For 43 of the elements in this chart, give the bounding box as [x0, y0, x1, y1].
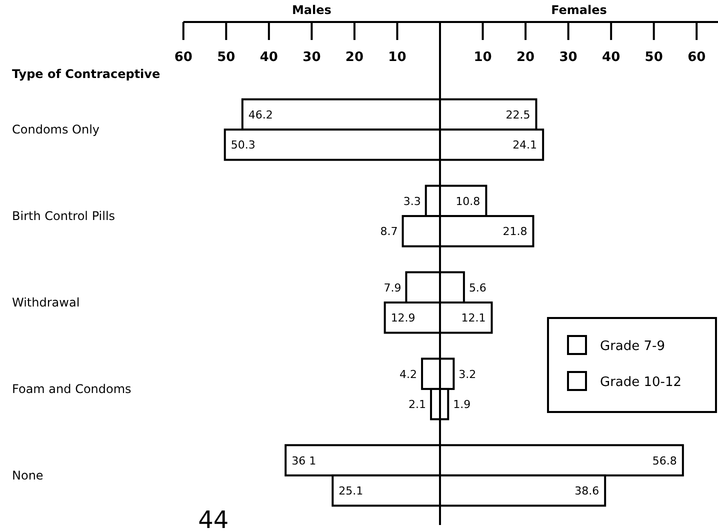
x-tick-label: 10	[474, 50, 492, 66]
data-label: 38.6	[574, 484, 600, 498]
chart-title: Females	[551, 3, 607, 17]
legend-label: Grade 7-9	[600, 339, 665, 354]
y-axis-title: Type of Contraceptive	[12, 67, 160, 81]
data-label: 12.9	[390, 312, 416, 325]
data-label: 56.8	[652, 454, 677, 468]
x-tick-label: 20	[516, 50, 535, 66]
x-tick-label: 40	[260, 50, 278, 66]
y-tick-label: Withdrawal	[12, 296, 80, 310]
data-label: 5.6	[468, 281, 486, 294]
data-label: 46.2	[248, 108, 273, 122]
legend-label: Grade 10-12	[600, 375, 682, 390]
data-label: 3.3	[403, 194, 421, 208]
chart-title: Males	[292, 3, 332, 17]
data-label: 21.8	[502, 225, 528, 238]
y-tick-label: Foam and Condoms	[12, 382, 132, 396]
data-label: 24.1	[512, 138, 538, 152]
x-tick-label: 30	[559, 50, 578, 66]
data-label: 2.1	[408, 398, 426, 412]
x-tick-label: 40	[602, 50, 620, 66]
x-tick-label: 20	[345, 50, 364, 66]
x-tick-label: 50	[644, 50, 663, 66]
data-label: 25.1	[338, 484, 364, 498]
x-tick-label: 60	[688, 50, 706, 66]
data-label: 50.3	[230, 138, 256, 152]
data-label: 3.2	[458, 368, 476, 381]
y-tick-label: Condoms Only	[12, 122, 100, 137]
x-tick-label: 60	[174, 50, 192, 66]
data-label: 10.8	[456, 194, 480, 208]
data-label: 4.2	[400, 368, 418, 381]
data-label: 1.9	[453, 398, 471, 412]
y-tick-label: None	[12, 468, 44, 482]
data-label: 7.9	[384, 281, 402, 294]
data-label: 8.7	[380, 225, 398, 238]
data-label: 22.5	[506, 108, 530, 122]
x-tick-label: 30	[302, 50, 321, 66]
x-tick-label: 50	[217, 50, 236, 66]
annotation: 44	[198, 506, 229, 531]
data-label: 12.1	[461, 312, 486, 325]
x-tick-label: 10	[388, 50, 406, 66]
data-label: 36 1	[292, 454, 316, 468]
y-tick-label: Birth Control Pills	[12, 209, 116, 224]
